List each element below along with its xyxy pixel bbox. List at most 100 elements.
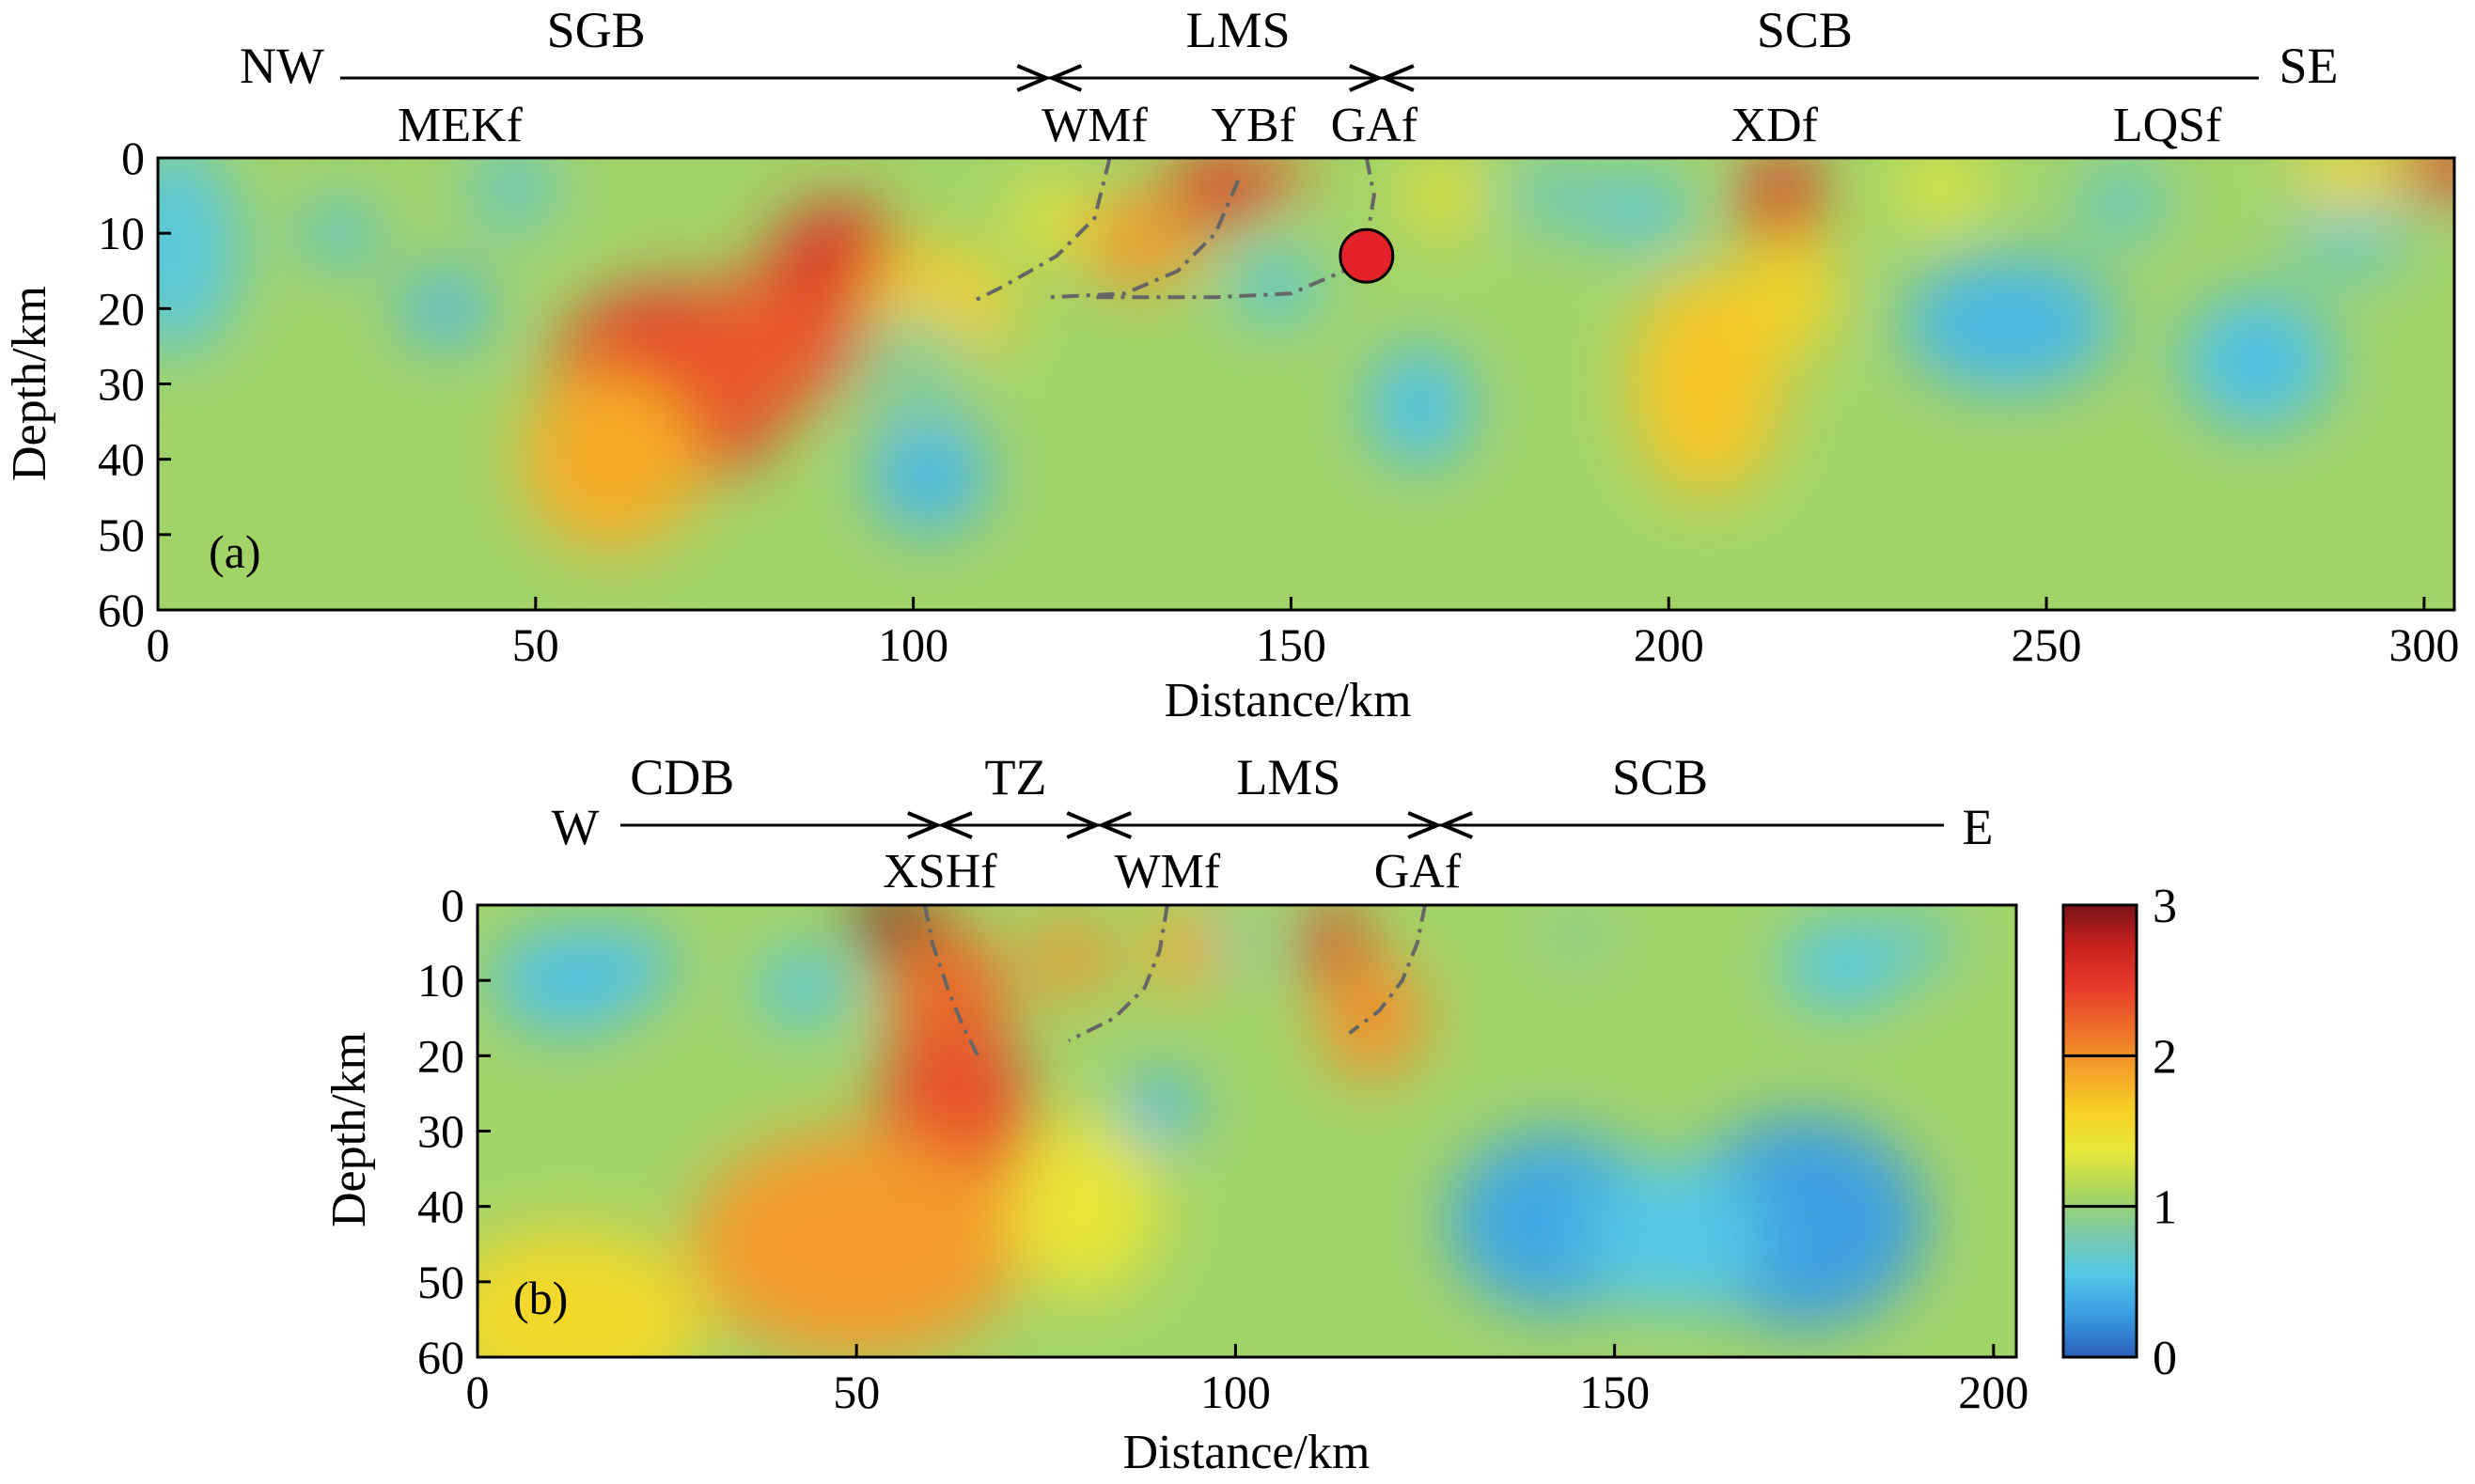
y-axis-a: 0 10 20 30 40 50 60 <box>98 132 171 636</box>
event-marker <box>1339 227 1395 284</box>
x-tick-label: 0 <box>147 618 170 671</box>
boundary-arrows <box>1066 811 1133 839</box>
x-tick-label: 150 <box>1579 1366 1650 1418</box>
fault-traces-b <box>922 905 1427 1057</box>
anomaly-blob <box>2393 158 2454 196</box>
block-label: TZ <box>985 749 1047 805</box>
panel-label-b: (b) <box>513 1272 568 1324</box>
anomaly-blob <box>158 158 242 354</box>
anomaly-blob <box>689 1131 1024 1357</box>
fault-label: WMf <box>1115 845 1221 898</box>
block-labels-a: SGB LMS SCB <box>547 2 1853 58</box>
heatmap-b <box>478 905 2016 1357</box>
y-tick-label: 0 <box>441 879 464 931</box>
anomaly-blob <box>1319 958 1426 1079</box>
heatmap-a-background <box>158 158 2454 610</box>
panel-a: NW SE SGB LMS SCB MEKf WMf YBf GAf XDf LQSf (a)… <box>3 2 2459 727</box>
colorbar-tick-label: 2 <box>2153 1030 2177 1084</box>
direction-right-b: E <box>1963 799 1994 855</box>
anomaly-blob <box>467 158 558 234</box>
heatmap-a-anomalies <box>158 158 2454 550</box>
anomaly-blob <box>1220 920 1266 966</box>
anomaly-blob <box>868 414 989 535</box>
fault-label: XSHf <box>883 845 997 898</box>
event-marker-circle <box>1339 227 1395 284</box>
direction-left-b: W <box>552 799 600 855</box>
x-tick-label: 200 <box>1958 1366 2029 1418</box>
anomaly-blob <box>1584 1161 1766 1312</box>
colorbar: 0 1 2 3 <box>2061 880 2177 1385</box>
y-tick-label: 50 <box>98 508 145 561</box>
panel-b: W E CDB TZ LMS SCB XSHf WMf GAf (b) 0 50 100 150… <box>322 749 2029 1479</box>
panel-a-header: NW SE SGB LMS SCB MEKf WMf YBf GAf XDf LQSf <box>240 2 2339 152</box>
anomaly-blob <box>1546 913 1607 959</box>
anomaly-blob <box>758 950 850 1026</box>
fault-label: MEKf <box>398 99 524 152</box>
block-label: SCB <box>1757 2 1853 58</box>
y-tick-label: 30 <box>417 1105 464 1158</box>
anomaly-blob <box>399 271 491 347</box>
anomaly-blob <box>1011 180 1088 257</box>
anomaly-blob <box>1585 173 1692 249</box>
anomaly-blob <box>2295 158 2402 211</box>
block-label: SGB <box>547 2 646 58</box>
block-boundary-line-b <box>620 811 1944 839</box>
fault-labels-a: MEKf WMf YBf GAf XDf LQSf <box>398 99 2222 152</box>
x-tick-label: 50 <box>833 1366 880 1418</box>
anomaly-blob <box>853 308 974 430</box>
direction-left-a: NW <box>240 38 324 94</box>
y-axis-title-a: Depth/km <box>3 286 56 481</box>
anomaly-blob <box>478 1228 705 1357</box>
anomaly-blob <box>1510 158 1586 234</box>
y-tick-label: 60 <box>98 584 145 636</box>
x-axis-title-a: Distance/km <box>1165 674 1412 727</box>
anomaly-blob <box>1895 158 1986 227</box>
x-tick-label: 250 <box>2012 618 2082 671</box>
anomaly-blob <box>2182 293 2334 430</box>
anomaly-blob <box>2076 165 2168 242</box>
boundary-arrows <box>907 811 973 839</box>
x-tick-label: 300 <box>2389 618 2459 671</box>
anomaly-blob <box>1303 905 1365 981</box>
x-axis-a: 0 50 100 150 200 250 300 <box>147 597 2459 671</box>
boundary-arrows <box>1349 64 1415 92</box>
fault-label: YBf <box>1211 99 1295 152</box>
anomaly-blob <box>1781 920 1903 1011</box>
anomaly-blob <box>301 203 378 264</box>
y-tick-label: 20 <box>98 282 145 335</box>
anomaly-blob <box>1903 256 2115 392</box>
y-tick-label: 20 <box>417 1029 464 1082</box>
anomaly-blob <box>1403 158 1480 234</box>
x-tick-label: 0 <box>466 1366 490 1418</box>
anomaly-blob <box>1121 1070 1198 1147</box>
fault-label: GAf <box>1331 99 1418 152</box>
fault-trace <box>973 158 1112 304</box>
fault-trace <box>1049 180 1241 300</box>
heatmap-b-anomalies <box>478 905 1956 1357</box>
y-tick-label: 10 <box>417 954 464 1007</box>
panel-label-a: (a) <box>209 525 261 578</box>
anomaly-blob <box>1230 248 1322 324</box>
anomaly-blob <box>520 368 702 550</box>
y-tick-label: 50 <box>417 1256 464 1308</box>
anomaly-blob <box>1744 158 1820 257</box>
anomaly-blob <box>1366 346 1473 467</box>
fault-trace <box>1068 905 1169 1043</box>
y-tick-label: 40 <box>98 433 145 486</box>
y-tick-label: 30 <box>98 358 145 411</box>
direction-right-a: SE <box>2279 38 2338 94</box>
fault-label: GAf <box>1374 845 1462 898</box>
y-tick-label: 0 <box>121 132 145 184</box>
y-axis-b: 0 10 20 30 40 50 60 <box>417 879 491 1383</box>
block-label: CDB <box>630 749 734 805</box>
anomaly-blob <box>1631 271 1782 497</box>
anomaly-blob <box>1030 920 1107 996</box>
fault-label: WMf <box>1042 99 1148 152</box>
x-tick-label: 200 <box>1634 618 1704 671</box>
anomaly-blob <box>686 271 838 422</box>
panel-b-header: W E CDB TZ LMS SCB XSHf WMf GAf <box>552 749 1994 898</box>
anomaly-blob <box>1144 913 1221 989</box>
anomaly-blob <box>1879 913 1956 974</box>
colorbar-tick-label: 1 <box>2153 1181 2177 1235</box>
block-boundary-line-a <box>340 64 2259 92</box>
